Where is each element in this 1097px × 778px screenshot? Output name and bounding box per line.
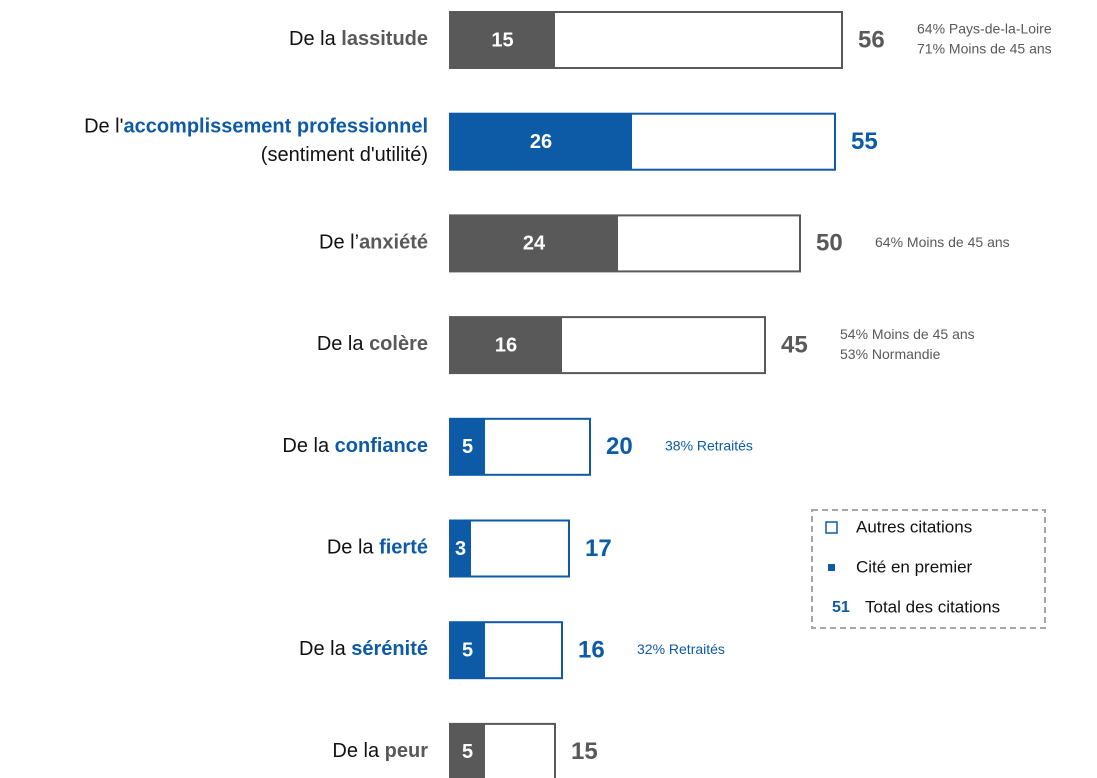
category-keyword: lassitude (341, 28, 428, 50)
total-label: 56 (858, 26, 885, 53)
annotation: 71% Moins de 45 ans (917, 41, 1052, 57)
category-label: De la confiance (282, 435, 428, 457)
first-label: 16 (495, 334, 517, 356)
category-keyword: colère (369, 333, 428, 355)
category-prefix: De la (299, 638, 351, 660)
first-label: 5 (462, 741, 473, 763)
first-label: 26 (530, 131, 552, 153)
category-keyword: anxiété (359, 232, 428, 254)
annotation: 53% Normandie (840, 346, 941, 362)
total-label: 20 (606, 433, 633, 460)
total-label: 45 (781, 331, 808, 358)
annotation: 32% Retraités (637, 641, 725, 657)
legend-label: Cité en premier (856, 557, 973, 576)
annotation: 64% Moins de 45 ans (875, 234, 1010, 250)
annotation: 38% Retraités (665, 438, 753, 454)
category-label: De la peur (332, 740, 428, 762)
category-keyword: peur (385, 740, 429, 762)
category-note: (sentiment d'utilité) (261, 144, 428, 166)
category-prefix: De la (282, 435, 334, 457)
category-keyword: accomplissement professionnel (123, 116, 428, 138)
first-bar (450, 723, 485, 778)
total-label: 17 (585, 535, 612, 562)
category-keyword: fierté (379, 537, 428, 559)
total-label: 50 (816, 230, 843, 257)
total-label: 15 (571, 738, 598, 765)
category-keyword: sérénité (351, 638, 428, 660)
category-label: De l'accomplissement professionnel (84, 116, 428, 138)
legend-fill-swatch (828, 564, 835, 571)
legend-sample: 51 (832, 599, 850, 616)
category-prefix: De la (327, 537, 379, 559)
first-bar (450, 113, 632, 170)
first-bar (450, 215, 618, 272)
category-label: De la sérénité (299, 638, 428, 660)
category-prefix: De l’ (319, 232, 359, 254)
total-label: 16 (578, 637, 605, 664)
legend-label: Total des citations (865, 597, 1000, 616)
total-label: 55 (851, 128, 878, 155)
category-label: De l’anxiété (319, 232, 428, 254)
category-label: De la colère (317, 333, 428, 355)
first-label: 5 (462, 436, 473, 458)
first-label: 5 (462, 639, 473, 661)
category-label: De la fierté (327, 537, 428, 559)
category-prefix: De l' (84, 116, 123, 138)
category-prefix: De la (317, 333, 369, 355)
legend-outline-swatch (825, 521, 838, 534)
first-bar (450, 317, 562, 374)
annotation: 64% Pays-de-la-Loire (917, 21, 1052, 37)
first-label: 24 (523, 233, 546, 255)
first-bar (450, 418, 485, 475)
legend-label: Autres citations (856, 517, 972, 536)
first-bar (450, 520, 471, 577)
legend-box (811, 509, 1046, 629)
category-keyword: confiance (335, 435, 428, 457)
first-label: 3 (455, 538, 466, 560)
annotation: 54% Moins de 45 ans (840, 326, 975, 342)
first-label: 15 (491, 29, 513, 51)
category-prefix: De la (332, 740, 384, 762)
first-bar (450, 622, 485, 679)
first-bar (450, 12, 555, 68)
category-prefix: De la (289, 28, 341, 50)
category-label: De la lassitude (289, 28, 428, 50)
